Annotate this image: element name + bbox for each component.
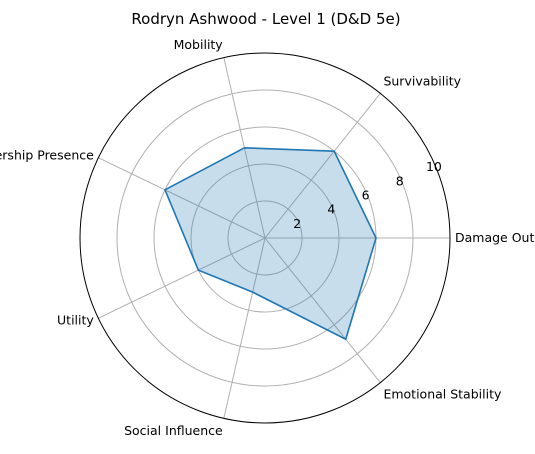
category-label-2: Mobility (174, 37, 224, 52)
outer-frame (79, 52, 451, 424)
spoke-1 (264, 93, 381, 239)
category-label-3: Leadership Presence (0, 148, 94, 163)
spoke-5 (223, 237, 266, 419)
category-label-0: Damage Output (455, 230, 535, 245)
category-label-6: Emotional Stability (383, 387, 502, 402)
radial-tick-label-8: 8 (396, 173, 404, 188)
series-line (164, 147, 377, 341)
chart-title: Rodryn Ashwood - Level 1 (D&D 5e) (131, 10, 400, 28)
category-label-4: Utility (57, 312, 94, 327)
radial-tick-label-6: 6 (362, 188, 370, 203)
spoke-3 (98, 157, 266, 239)
radial-tick-label-10: 10 (426, 159, 442, 174)
category-label-5: Social Influence (124, 423, 223, 438)
radial-tick-labels: 2 4 6 8 10 (293, 159, 442, 231)
spoke-6 (264, 237, 381, 383)
category-label-1: Survivability (383, 73, 461, 88)
radial-tick-label-4: 4 (327, 202, 335, 217)
series-fill (164, 147, 376, 340)
spokes (98, 57, 450, 419)
radial-tick-label-2: 2 (293, 216, 301, 231)
category-labels: Damage Output Survivability Mobility Leader… (0, 37, 535, 438)
spoke-4 (98, 237, 266, 319)
series-layer (164, 147, 377, 341)
